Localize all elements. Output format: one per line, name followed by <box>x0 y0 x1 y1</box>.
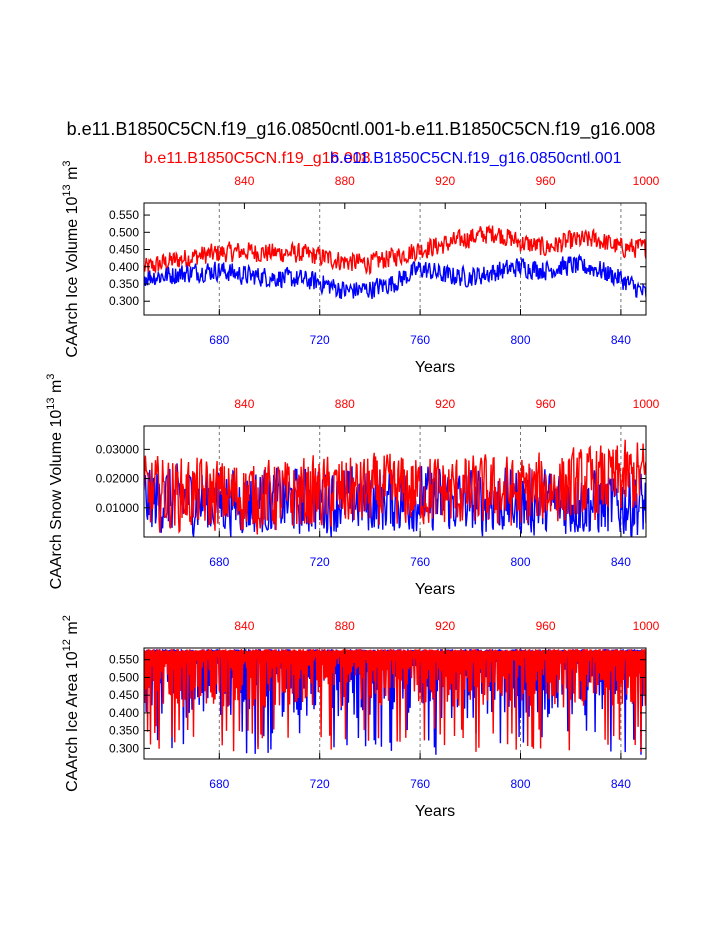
y-tick-label: 0.500 <box>109 225 139 239</box>
x-bottom-tick-label: 840 <box>611 555 631 569</box>
x-top-tick-label: 1000 <box>633 174 660 188</box>
case-label-blue: b.e11.B1850C5CN.f19_g16.0850cntl.001 <box>330 150 622 167</box>
ice-area-panel: 0.300 0.350 0.400 0.450 0.500 0.550 680 720 760 8… <box>61 615 660 820</box>
x-bottom-tick-label: 720 <box>310 555 330 569</box>
y-axis-title: CAArch Ice Area 1012 m2 <box>61 615 81 792</box>
y-tick-label: 0.400 <box>109 706 139 720</box>
series-line-red <box>144 224 646 276</box>
x-bottom-tick-label: 720 <box>310 777 330 791</box>
y-axis-title-part: m <box>64 167 81 185</box>
y-axis-title-part: m <box>64 621 81 639</box>
y-tick-label: 0.550 <box>109 653 139 667</box>
x-axis-title: Years <box>415 581 455 598</box>
y-tick-label: 0.350 <box>109 724 139 738</box>
y-tick-label: 0.03000 <box>96 442 140 456</box>
x-top-tick-label: 840 <box>234 397 254 411</box>
x-axis-title: Years <box>415 803 455 820</box>
x-top-tick-label: 960 <box>536 619 556 633</box>
y-axis-title-part: 2 <box>61 615 73 621</box>
y-axis-title: CAArch Snow Volume 1013 m3 <box>45 374 65 590</box>
y-axis-title-part: CAArch Snow Volume 10 <box>48 410 65 590</box>
x-bottom-tick-label: 840 <box>611 333 631 347</box>
y-tick-label: 0.350 <box>109 277 139 291</box>
x-bottom-tick-label: 800 <box>510 333 530 347</box>
case-label-red: b.e11.B1850C5CN.f19_g16.008 <box>144 150 371 167</box>
x-bottom-tick-label: 680 <box>209 555 229 569</box>
x-bottom-tick-label: 760 <box>410 333 430 347</box>
y-axis-title-part: 3 <box>45 374 57 380</box>
x-bottom-tick-label: 680 <box>209 777 229 791</box>
y-axis-title-part: CAArch Ice Volume 10 <box>64 196 81 357</box>
x-bottom-tick-label: 760 <box>410 777 430 791</box>
x-top-tick-label: 1000 <box>633 619 660 633</box>
plot-frame <box>143 425 647 538</box>
x-bottom-tick-label: 720 <box>310 333 330 347</box>
x-top-tick-label: 920 <box>435 397 455 411</box>
y-axis-title: CAArch Ice Volume 1013 m3 <box>61 160 81 357</box>
x-top-tick-label: 920 <box>435 174 455 188</box>
y-tick-label: 0.500 <box>109 670 139 684</box>
x-bottom-tick-label: 680 <box>209 333 229 347</box>
x-top-tick-label: 1000 <box>633 397 660 411</box>
x-top-tick-label: 880 <box>335 397 355 411</box>
y-tick-label: 0.400 <box>109 260 139 274</box>
y-tick-label: 0.450 <box>109 243 139 257</box>
x-bottom-tick-label: 800 <box>510 777 530 791</box>
x-bottom-tick-label: 840 <box>611 777 631 791</box>
figure-title: b.e11.B1850C5CN.f19_g16.0850cntl.001-b.e… <box>67 119 656 140</box>
series-line-blue <box>144 253 646 300</box>
y-tick-label: 0.01000 <box>96 501 140 515</box>
series-line-red <box>144 439 646 535</box>
y-axis-title-part: 12 <box>61 639 73 651</box>
y-axis-title-part: 3 <box>61 160 73 166</box>
x-top-tick-label: 960 <box>536 174 556 188</box>
y-tick-label: 0.02000 <box>96 472 140 486</box>
y-tick-label: 0.300 <box>109 294 139 308</box>
y-axis-title-part: CAArch Ice Area 10 <box>64 651 81 792</box>
x-top-tick-label: 880 <box>335 619 355 633</box>
plot-frame <box>143 202 647 316</box>
y-tick-label: 0.300 <box>109 741 139 755</box>
series-line-red <box>144 649 646 752</box>
y-axis-title-part: m <box>48 380 65 398</box>
x-top-tick-label: 880 <box>335 174 355 188</box>
x-top-tick-label: 960 <box>536 397 556 411</box>
x-top-tick-label: 920 <box>435 619 455 633</box>
ice-volume-panel: 0.300 0.350 0.400 0.450 0.500 0.550 680 720 760 8… <box>61 160 660 376</box>
x-top-tick-label: 840 <box>234 619 254 633</box>
x-bottom-tick-label: 800 <box>510 555 530 569</box>
y-axis-title-part: 13 <box>61 184 73 196</box>
y-axis-title-part: 13 <box>45 398 57 410</box>
x-top-tick-label: 840 <box>234 174 254 188</box>
snow-volume-panel: 0.01000 0.02000 0.03000 680 720 760 800 840 840 8… <box>45 374 660 598</box>
y-tick-label: 0.450 <box>109 688 139 702</box>
x-axis-title: Years <box>415 359 455 376</box>
x-bottom-tick-label: 760 <box>410 555 430 569</box>
plot-frame <box>143 647 647 760</box>
y-tick-label: 0.550 <box>109 208 139 222</box>
